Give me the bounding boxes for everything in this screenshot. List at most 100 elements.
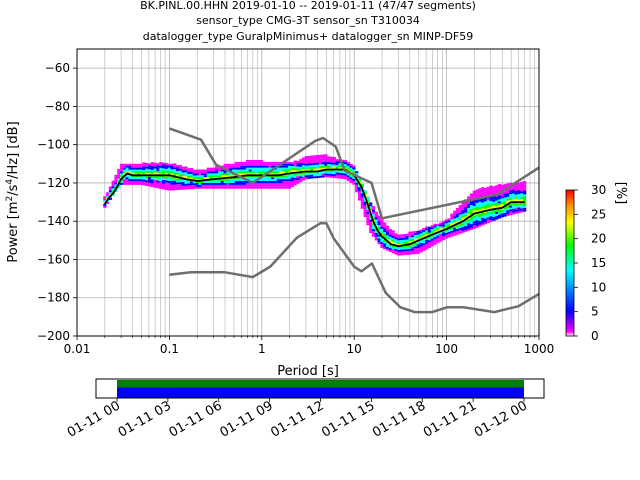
heatmap-cell (120, 165, 124, 168)
heatmap-cell (206, 177, 210, 180)
x-tick-label: 100 (435, 342, 458, 356)
timeline-tick-label: 01-11 12 (268, 398, 326, 440)
heatmap-cell (150, 171, 155, 174)
heatmap-cell (181, 181, 185, 184)
heatmap-cell (394, 248, 398, 251)
heatmap-cell (503, 199, 507, 202)
heatmap-cell (257, 169, 261, 172)
heatmap-cell (254, 165, 258, 168)
heatmap-cell (503, 209, 507, 211)
heatmap-cell (164, 170, 168, 173)
heatmap-cell (209, 169, 213, 172)
heatmap-cell (425, 226, 429, 229)
heatmap-cell (245, 161, 250, 164)
heatmap-cell (497, 201, 502, 204)
heatmap-cell (366, 219, 370, 222)
heatmap-cell (377, 240, 381, 243)
heatmap-cell (245, 169, 250, 172)
heatmap-cell (523, 190, 527, 193)
heatmap-cell (215, 181, 219, 183)
heatmap-cell (178, 174, 182, 177)
heatmap-cell (433, 239, 437, 241)
heatmap-cell (444, 236, 448, 239)
heatmap-cell (310, 157, 314, 160)
heatmap-cell (447, 222, 451, 225)
heatmap-cell (315, 156, 320, 159)
heatmap-cell (237, 179, 241, 182)
heatmap-cell (290, 177, 294, 180)
heatmap-cell (150, 181, 155, 184)
heatmap-cell (226, 182, 230, 185)
heatmap-cell (453, 214, 457, 217)
heatmap-cell (184, 181, 188, 184)
heatmap-cell (427, 242, 432, 244)
heatmap-cell (161, 162, 166, 165)
heatmap-cell (134, 182, 138, 185)
heatmap-cell (433, 231, 437, 234)
heatmap-cell (363, 192, 367, 195)
heatmap-cell (346, 173, 350, 176)
heatmap-cell (399, 238, 404, 241)
heatmap-cell (436, 229, 440, 232)
heatmap-cell (399, 249, 404, 252)
heatmap-cell (251, 171, 255, 174)
heatmap-cell (282, 184, 286, 187)
heatmap-cell (203, 182, 208, 185)
heatmap-cell (483, 216, 488, 219)
heatmap-cell (408, 235, 412, 238)
heatmap-cell (357, 187, 362, 190)
heatmap-cell (461, 209, 465, 212)
heatmap-cell (478, 201, 482, 204)
heatmap-cell (148, 176, 152, 179)
heatmap-cell (245, 159, 250, 162)
heatmap-cell (128, 171, 132, 174)
heatmap-cell (181, 174, 185, 177)
heatmap-cell (268, 165, 272, 168)
heatmap-cell (366, 198, 370, 201)
heatmap-cell (467, 213, 471, 216)
heatmap-cell (136, 175, 141, 178)
heatmap-cell (422, 233, 426, 236)
heatmap-cell (506, 189, 510, 192)
heatmap-cell (223, 182, 227, 185)
heatmap-cell (240, 182, 244, 185)
heatmap-cell (234, 171, 238, 174)
heatmap-cell (492, 195, 496, 198)
heatmap-cell (287, 161, 292, 164)
heatmap-cell (209, 186, 213, 189)
heatmap-cell (156, 180, 160, 183)
heatmap-cell (117, 186, 121, 189)
timeline-tick-label: 01-11 09 (218, 398, 276, 440)
heatmap-cell (483, 199, 488, 202)
heatmap-cell (299, 159, 303, 162)
heatmap-cell (159, 179, 163, 182)
heatmap-cell (349, 169, 353, 172)
heatmap-cell (206, 184, 210, 187)
heatmap-cell (464, 229, 468, 232)
heatmap-cell (397, 246, 401, 248)
heatmap-cell (245, 175, 250, 178)
heatmap-cell (125, 163, 129, 166)
heatmap-cell (234, 179, 238, 182)
heatmap-cell (324, 165, 328, 168)
heatmap-cell (189, 177, 194, 180)
heatmap-cell (178, 178, 182, 181)
heatmap-cell (497, 187, 502, 190)
heatmap-cell (503, 195, 507, 198)
heatmap-cell (486, 205, 490, 208)
heatmap-cell (455, 211, 460, 214)
heatmap-cell (520, 189, 524, 192)
heatmap-cell (170, 186, 174, 189)
heatmap-cell (307, 174, 311, 177)
heatmap-cell (220, 179, 224, 182)
heatmap-cell (472, 192, 476, 195)
heatmap-cell (475, 195, 479, 198)
heatmap-cell (369, 215, 373, 218)
heatmap-cell (128, 179, 132, 182)
heatmap-cell (131, 171, 135, 174)
heatmap-cell (310, 155, 314, 158)
heatmap-cell (405, 235, 409, 238)
heatmap-cell (161, 172, 166, 175)
heatmap-cell (164, 186, 168, 189)
